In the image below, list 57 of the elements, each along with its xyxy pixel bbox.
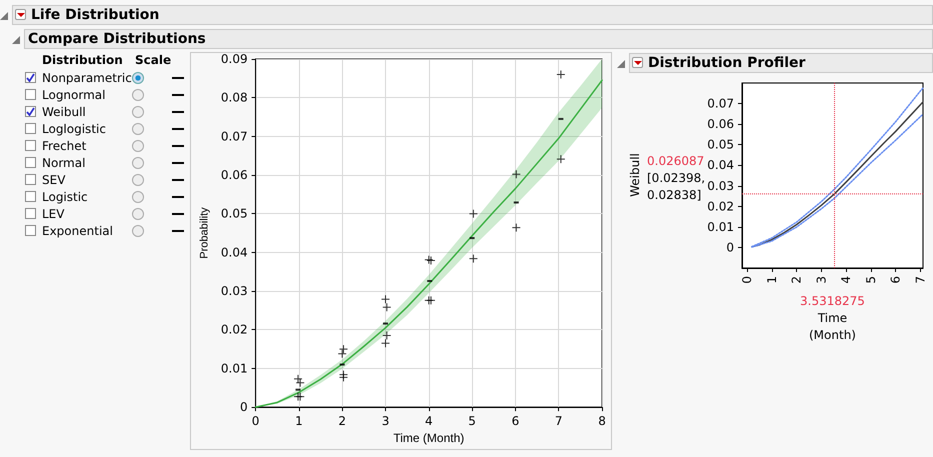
- x-tick-label: 7: [554, 414, 563, 428]
- text: Life Distribution: [12, 5, 933, 25]
- y-tick-label: 0.01: [707, 220, 734, 234]
- x-axis-title: Time (Month): [393, 431, 464, 445]
- text: Loglogistic: [42, 122, 106, 136]
- text: Logistic: [42, 190, 88, 204]
- x-tick-label: 2: [790, 276, 804, 284]
- y-tick-label: 0.03: [707, 178, 734, 193]
- y-tick-label: 0.07: [707, 96, 734, 111]
- x-tick-label: 3: [814, 276, 828, 284]
- y-tick-label: 0.08: [220, 90, 248, 105]
- y-tick-label: 0.09: [220, 52, 248, 66]
- x-tick-label: 6: [888, 276, 903, 284]
- y-tick-label: 0.02: [707, 199, 734, 214]
- x-tick-label: 8: [598, 414, 606, 428]
- text: Nonparametric: [42, 71, 132, 85]
- text: Distribution: [42, 53, 123, 67]
- y-tick-label: 0.06: [707, 117, 734, 132]
- y-tick-label: 0.05: [707, 138, 734, 152]
- x-tick-label: 4: [839, 276, 854, 284]
- x-tick-label: 1: [295, 414, 303, 428]
- x-tick-label: 0: [740, 276, 754, 284]
- x-tick-label: 4: [424, 414, 433, 428]
- chart-title: Distribution Profiler: [629, 53, 933, 73]
- text: Scale: [135, 53, 172, 67]
- x-tick-label: 7: [914, 276, 928, 284]
- y-tick-label: 0.02: [220, 322, 248, 337]
- y-axis-title: Probability: [198, 206, 210, 259]
- y-tick-label: 0: [240, 400, 248, 414]
- text: Exponential: [42, 224, 113, 238]
- y-tick-label: 0.04: [707, 158, 734, 172]
- ref-line-label: 3.5318275: [799, 293, 866, 310]
- x-tick-label: 5: [864, 276, 878, 284]
- y-tick-label: 0.05: [220, 206, 248, 221]
- x-tick-label: 3: [382, 414, 390, 428]
- text: Weibull: [42, 105, 86, 119]
- x-tick-label: 6: [512, 414, 520, 428]
- x-tick-label: 1: [764, 276, 779, 284]
- text: Normal: [42, 156, 86, 170]
- y-tick-label: 0.03: [220, 284, 248, 298]
- text: SEV: [42, 173, 66, 187]
- x-tick-label: 5: [468, 414, 476, 428]
- ref-line-label: 0.026087: [647, 153, 705, 170]
- text: LEV: [42, 207, 64, 221]
- y-tick-label: 0.01: [220, 361, 248, 376]
- text: Compare Distributions: [24, 29, 933, 49]
- x-axis-title: Time (Month): [808, 310, 857, 344]
- x-tick-label: 0: [252, 414, 260, 428]
- y-tick-label: 0.07: [220, 129, 248, 144]
- y-axis-title: Weibull: [628, 152, 642, 199]
- x-tick-label: 2: [338, 414, 346, 428]
- y-tick-label: 0.04: [220, 245, 248, 260]
- y-tick-label: 0: [726, 240, 734, 254]
- text: Frechet: [42, 139, 86, 153]
- y-tick-label: 0.06: [220, 168, 248, 182]
- text: [0.02398, 0.02838]: [647, 170, 706, 204]
- text: Lognormal: [42, 88, 106, 102]
